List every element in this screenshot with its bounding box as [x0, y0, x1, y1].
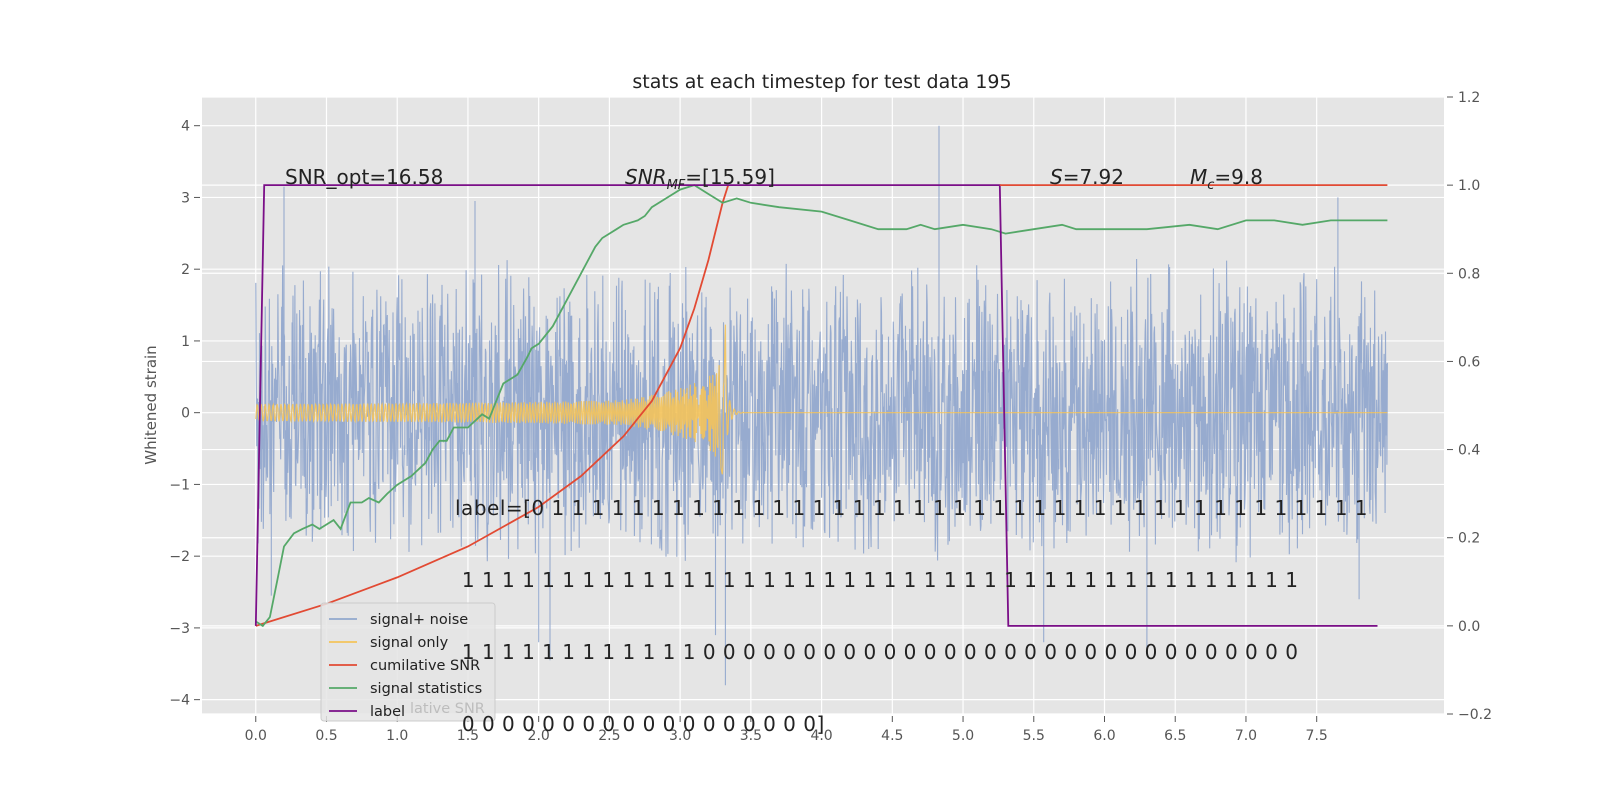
y-right-tick-label: 0.8 [1458, 266, 1480, 282]
x-tick-label: 6.0 [1093, 728, 1115, 744]
x-tick-label: 4.5 [881, 728, 903, 744]
x-tick-label: 2.5 [598, 728, 620, 744]
y-right-tick-label: 1.0 [1458, 178, 1480, 194]
legend-label: cumilative SNR [370, 658, 480, 674]
label-line-1: label=[0 1 1 1 1 1 1 1 1 1 1 1 1 1 1 1 1… [455, 496, 1369, 520]
legend-label: signal statistics [370, 681, 482, 697]
axis-layer: −4 −3 −2 −1 0 1 2 3 4 −0.2 0.0 0.2 0.4 0.6 0.8 1.0 1.2 0.… [169, 90, 1492, 744]
y-tick-label: −3 [169, 621, 190, 637]
annotation-s-main: S [1050, 165, 1063, 189]
y-tick-label: 4 [181, 119, 190, 135]
annotation-mc-main: M [1190, 165, 1207, 189]
label-line-2: 1 1 1 1 1 1 1 1 1 1 1 1 1 1 1 1 1 1 1 1 … [455, 568, 1299, 592]
series-cumulative-snr [255, 184, 730, 627]
legend-box [320, 602, 496, 722]
annotation-mc-value: =9.8 [1214, 165, 1263, 189]
annotation-mc: Mc=9.8 [1190, 165, 1263, 193]
legend-ghost-text: lative SNR [410, 701, 485, 717]
y-tick-label: −1 [169, 477, 190, 493]
label-annotation: label=[0 1 1 1 1 1 1 1 1 1 1 1 1 1 1 1 1… [455, 448, 1368, 784]
x-tick-label: 5.5 [1023, 728, 1045, 744]
x-tick-label: 7.5 [1306, 728, 1328, 744]
x-tick-label: 3.5 [740, 728, 762, 744]
series-signal-only [255, 324, 1388, 475]
x-tick-label: 3.0 [669, 728, 691, 744]
x-tick-label: 4.0 [810, 728, 832, 744]
x-tick-label: 7.0 [1235, 728, 1257, 744]
y-right-tick-label: 0.6 [1458, 354, 1480, 370]
y-right-tick-label: 1.2 [1458, 90, 1480, 106]
y-right-tick-label: 0.0 [1458, 619, 1480, 635]
series-signal-statistics [255, 184, 1388, 628]
y-tick-label: −2 [169, 549, 190, 565]
grid-layer [202, 96, 1444, 715]
legend-label: signal+ noise [370, 612, 468, 628]
series-signal-noise [255, 125, 1388, 686]
y-right-tick-label: 0.4 [1458, 443, 1480, 459]
x-tick-label: 6.5 [1164, 728, 1186, 744]
annotation-snr-mf-main: SNR [625, 165, 667, 189]
y-right-tick-label: −0.2 [1458, 707, 1492, 723]
x-tick-label: 2.0 [528, 728, 550, 744]
annotation-snr-mf-value: =[15.59] [685, 165, 775, 189]
annotation-snr-mf: SNRMF=[15.59] [625, 165, 775, 193]
x-tick-label: 0.0 [245, 728, 267, 744]
x-tick-label: 1.0 [386, 728, 408, 744]
x-tick-label: 5.0 [952, 728, 974, 744]
annotations: SNR_opt=16.58 SNRMF=[15.59] S=7.92 Mc=9.… [285, 165, 1263, 193]
label-line-3: 1 1 1 1 1 1 1 1 1 1 1 1 0 0 0 0 0 0 0 0 … [455, 640, 1299, 664]
y-right-tick-label: 0.2 [1458, 531, 1480, 547]
annotation-snr-mf-sub: MF [667, 178, 686, 193]
y-axis-label: Whitened strain [142, 345, 160, 464]
series-layer [254, 125, 1388, 686]
y-tick-label: 0 [181, 406, 190, 422]
annotation-s-value: =7.92 [1063, 165, 1124, 189]
y-tick-label: 2 [181, 262, 190, 278]
legend-entries: signal+ noise signal only cumilative SNR si… [329, 612, 482, 720]
legend: lative SNR signal+ noise signal only cumil… [320, 602, 496, 722]
y-tick-label: 1 [181, 334, 190, 350]
x-tick-label: 0.5 [315, 728, 337, 744]
annotation-snr-opt: SNR_opt=16.58 [285, 165, 443, 189]
legend-label: label [370, 704, 405, 720]
y-tick-label: −4 [169, 693, 190, 709]
annotation-mc-sub: c [1207, 178, 1214, 193]
label-line-4: 0 0 0 0 0 0 0 0 0 0 0 0 0 0 0 0 0 0] [455, 712, 825, 736]
annotation-s: S=7.92 [1050, 165, 1124, 189]
x-tick-label: 1.5 [457, 728, 479, 744]
legend-label: signal only [370, 635, 449, 651]
y-tick-label: 3 [181, 190, 190, 206]
chart-title: stats at each timestep for test data 195 [632, 71, 1011, 93]
